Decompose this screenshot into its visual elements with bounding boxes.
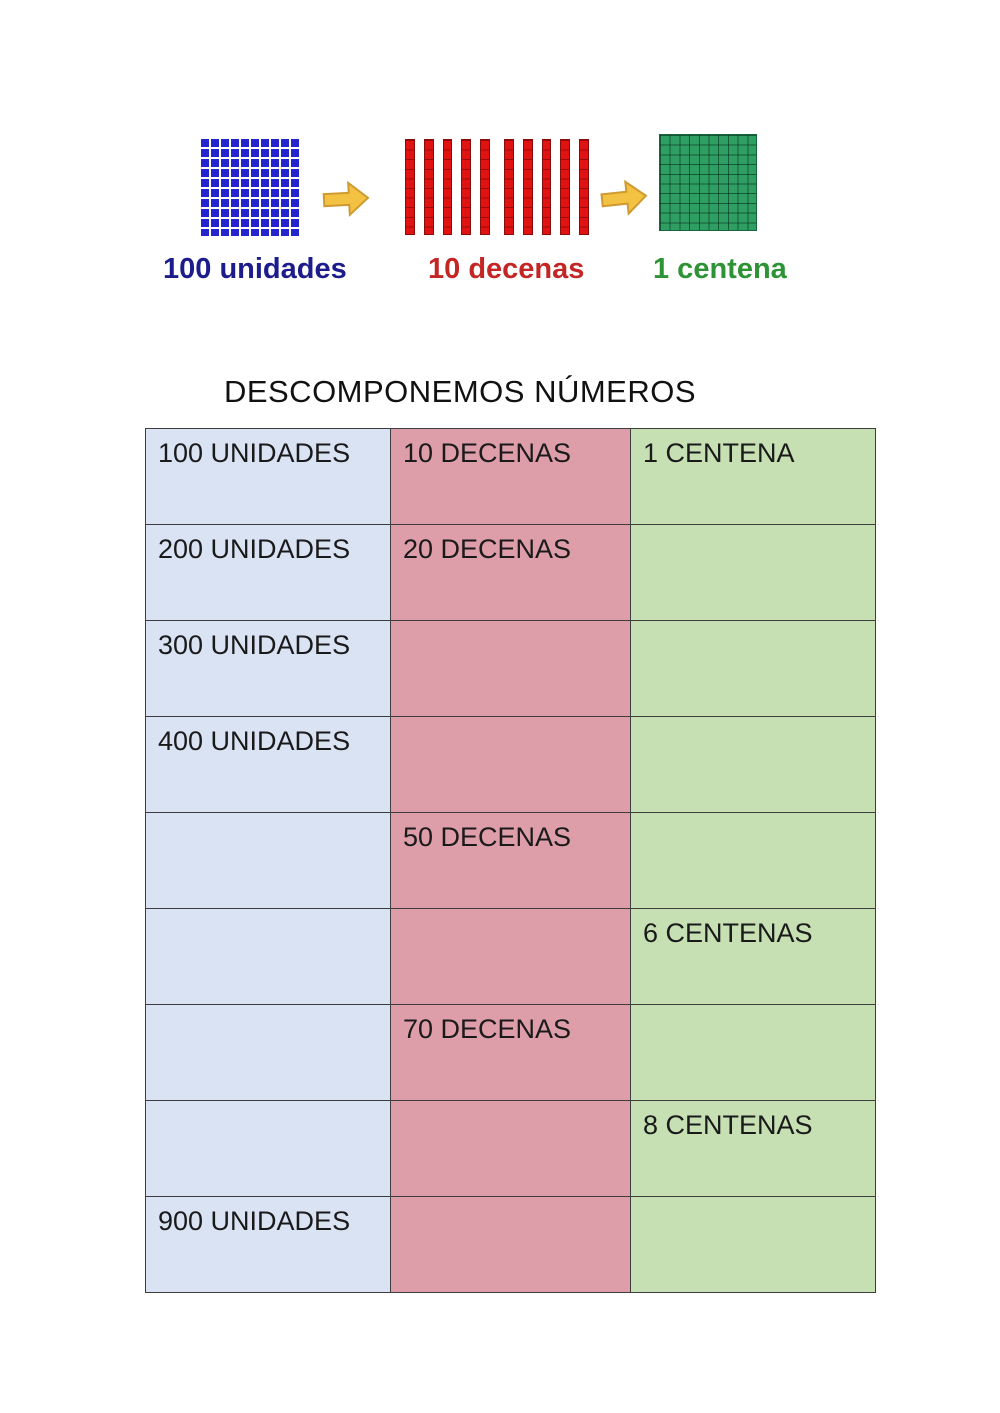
page-title: DESCOMPONEMOS NÚMEROS: [223, 374, 697, 409]
tens-rod: [405, 139, 415, 235]
tens-rod: [522, 139, 533, 235]
table-cell: 1 CENTENA: [630, 428, 876, 525]
table-cell: 900 UNIDADES: [145, 1196, 391, 1293]
units-label: 100 unidades: [163, 253, 347, 285]
table-cell: 6 CENTENAS: [630, 908, 876, 1005]
table-cell: 300 UNIDADES: [145, 620, 391, 717]
table-cell: [630, 620, 876, 717]
table-cell: [630, 1004, 876, 1101]
table-cell: [390, 716, 631, 813]
table-cell: 100 UNIDADES: [145, 428, 391, 525]
tens-rod: [442, 139, 453, 235]
table-row: 200 UNIDADES 20 DECENAS: [145, 524, 876, 621]
table-cell: [630, 1196, 876, 1293]
table-cell: 200 UNIDADES: [145, 524, 391, 621]
table-cell: 400 UNIDADES: [145, 716, 391, 813]
table-row: 8 CENTENAS: [145, 1100, 876, 1197]
decomposition-table: 100 UNIDADES 10 DECENAS 1 CENTENA 200 UNIDA…: [145, 428, 876, 1293]
table-cell: [390, 908, 631, 1005]
table-cell: 70 DECENAS: [390, 1004, 631, 1101]
table-cell: [145, 1100, 391, 1197]
units-block-grid: [201, 139, 300, 236]
table-row: 100 UNIDADES 10 DECENAS 1 CENTENA: [145, 428, 876, 525]
hundred-flat-block: [659, 134, 757, 231]
table-cell: [145, 908, 391, 1005]
tens-rod: [461, 139, 472, 235]
tens-label: 10 decenas: [428, 253, 585, 285]
decomposition-table-body: 100 UNIDADES 10 DECENAS 1 CENTENA 200 UNIDA…: [145, 428, 876, 1293]
tens-rod: [423, 139, 434, 235]
table-row: 50 DECENAS: [145, 812, 876, 909]
table-cell: 20 DECENAS: [390, 524, 631, 621]
table-cell: [390, 1196, 631, 1293]
table-cell: [630, 812, 876, 909]
table-row: 300 UNIDADES: [145, 620, 876, 717]
tens-rod: [503, 139, 514, 235]
arrow-right-icon: [598, 177, 650, 220]
table-cell: [630, 524, 876, 621]
tens-rods-block: [405, 139, 589, 235]
tens-rod: [541, 139, 552, 235]
table-cell: [145, 812, 391, 909]
tens-rod: [579, 139, 589, 235]
table-cell: 50 DECENAS: [390, 812, 631, 909]
table-row: 70 DECENAS: [145, 1004, 876, 1101]
table-row: 900 UNIDADES: [145, 1196, 876, 1293]
table-cell: [390, 620, 631, 717]
tens-rod: [560, 139, 571, 235]
tens-rod: [480, 139, 490, 235]
table-cell: 8 CENTENAS: [630, 1100, 876, 1197]
hundreds-label: 1 centena: [653, 253, 787, 285]
arrow-right-icon: [321, 179, 371, 219]
table-cell: [145, 1004, 391, 1101]
table-row: 400 UNIDADES: [145, 716, 876, 813]
table-cell: 10 DECENAS: [390, 428, 631, 525]
table-row: 6 CENTENAS: [145, 908, 876, 1005]
table-cell: [630, 716, 876, 813]
table-cell: [390, 1100, 631, 1197]
